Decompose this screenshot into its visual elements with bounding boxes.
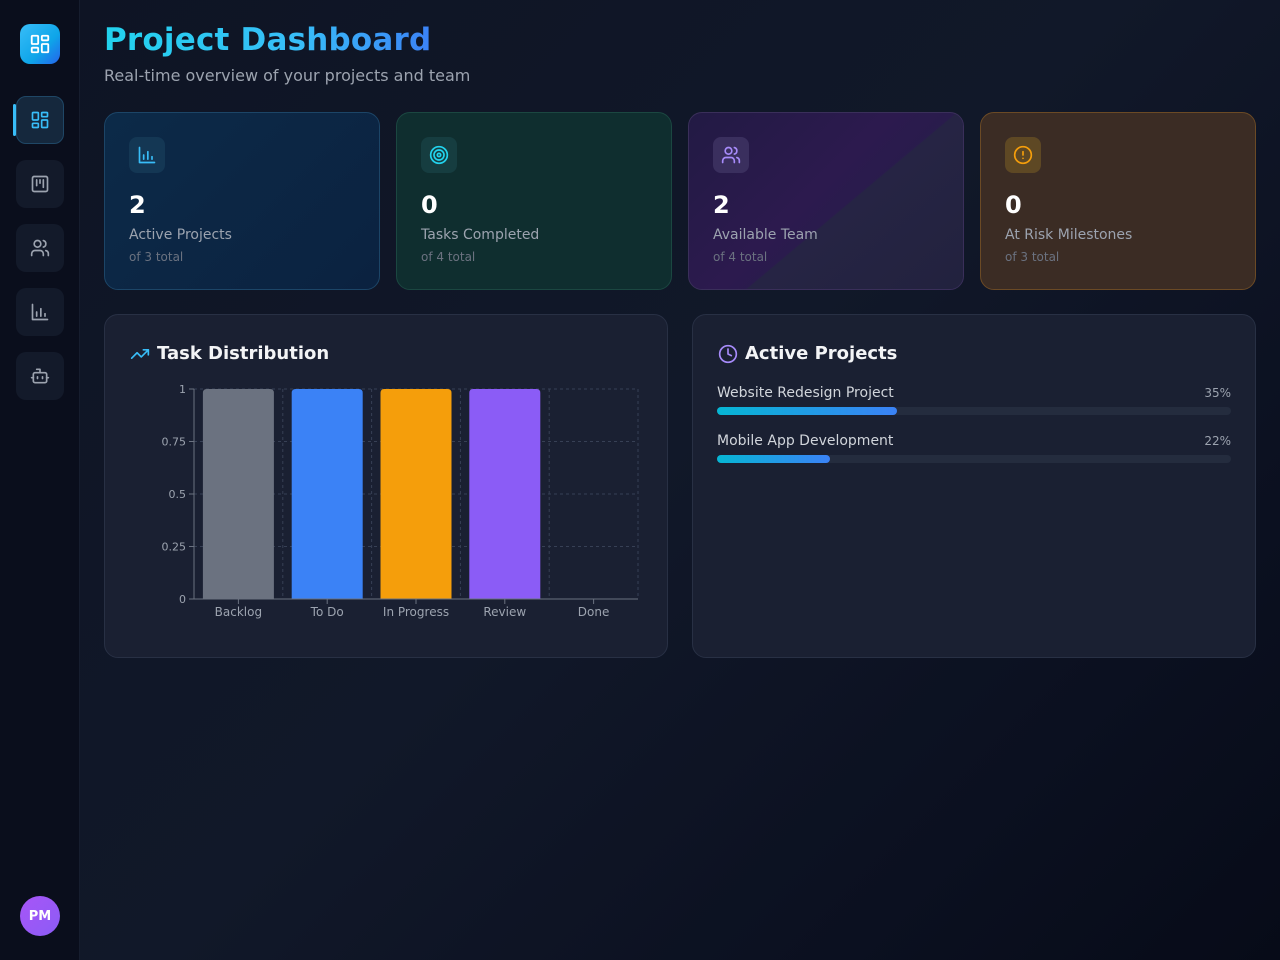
x-tick-label: To Do <box>310 605 344 619</box>
project-name: Mobile App Development <box>717 433 894 449</box>
user-avatar[interactable]: PM <box>20 896 60 936</box>
x-tick-label: Backlog <box>215 605 262 619</box>
panel-title: Task Distribution <box>157 343 330 364</box>
stat-label: Available Team <box>713 227 818 243</box>
stat-value: 2 <box>129 191 146 219</box>
page-subtitle: Real-time overview of your projects and … <box>104 66 471 85</box>
stat-subtext: of 4 total <box>421 250 476 264</box>
bar-in-progress <box>380 389 452 599</box>
stat-label: Active Projects <box>129 227 232 243</box>
project-row[interactable]: Website Redesign Project 35% <box>717 385 1231 425</box>
task-distribution-chart: 0 0.25 0.5 0.75 1 Backlog To Do In Progress Revi… <box>162 383 639 619</box>
progress-track <box>717 407 1231 415</box>
alert-circle-icon <box>1013 145 1033 165</box>
nav-assistant-button[interactable] <box>16 352 64 400</box>
clock-icon <box>718 344 738 364</box>
nav-kanban-button[interactable] <box>16 160 64 208</box>
nav-dashboard-button[interactable] <box>16 96 64 144</box>
bar-backlog <box>202 389 274 599</box>
stat-icon-box <box>1005 137 1041 173</box>
trending-up-icon <box>130 349 150 359</box>
x-tick-label: Review <box>483 605 526 619</box>
target-icon <box>429 145 449 165</box>
layout-grid-icon <box>31 111 49 129</box>
y-tick-label: 0.75 <box>162 436 187 449</box>
stat-card-at-risk-milestones[interactable]: 0 At Risk Milestones of 3 total <box>980 112 1256 290</box>
y-tick-label: 0.25 <box>162 541 187 554</box>
page-title: Project Dashboard <box>104 22 432 58</box>
project-progress-percent: 35% <box>1204 386 1231 400</box>
stat-label: Tasks Completed <box>421 227 540 243</box>
panel-icon <box>717 343 739 365</box>
panel-title: Active Projects <box>745 343 898 364</box>
nav-analytics-button[interactable] <box>16 288 64 336</box>
progress-fill <box>717 407 897 415</box>
bar-chart-icon <box>31 303 49 321</box>
app-logo[interactable] <box>20 24 60 64</box>
bar-review <box>469 389 541 599</box>
progress-track <box>717 455 1231 463</box>
task-distribution-panel: Task Distribution 0 0.25 0.5 0.75 1 Backlog To… <box>104 314 668 658</box>
kanban-board-icon <box>31 175 49 193</box>
progress-fill <box>717 455 831 463</box>
project-name: Website Redesign Project <box>717 385 894 401</box>
stat-card-available-team[interactable]: 2 Available Team of 4 total <box>688 112 964 290</box>
sidebar: PM <box>0 0 80 960</box>
stat-card-active-projects[interactable]: 2 Active Projects of 3 total <box>104 112 380 290</box>
stat-icon-box <box>713 137 749 173</box>
stat-icon-box <box>421 137 457 173</box>
active-projects-panel: Active Projects Website Redesign Project… <box>692 314 1256 658</box>
y-tick-label: 0 <box>179 593 186 606</box>
stat-subtext: of 3 total <box>129 250 184 264</box>
panel-icon <box>129 343 151 365</box>
y-tick-label: 0.5 <box>169 488 187 501</box>
stat-label: At Risk Milestones <box>1005 227 1133 243</box>
dashboard-grid-icon <box>30 34 50 54</box>
stat-value: 2 <box>713 191 730 219</box>
stat-card-tasks-completed[interactable]: 0 Tasks Completed of 4 total <box>396 112 672 290</box>
bot-icon <box>30 368 50 384</box>
bar-to-do <box>291 389 363 599</box>
active-nav-indicator <box>13 104 16 136</box>
bar-chart-icon <box>138 146 156 164</box>
x-tick-label: In Progress <box>383 605 449 619</box>
x-tick-label: Done <box>578 605 610 619</box>
users-icon <box>721 146 741 164</box>
stat-subtext: of 4 total <box>713 250 768 264</box>
project-progress-percent: 22% <box>1204 434 1231 448</box>
stat-value: 0 <box>1005 191 1022 219</box>
stat-icon-box <box>129 137 165 173</box>
project-row[interactable]: Mobile App Development 22% <box>717 433 1231 473</box>
stat-subtext: of 3 total <box>1005 250 1060 264</box>
nav-team-button[interactable] <box>16 224 64 272</box>
stat-value: 0 <box>421 191 438 219</box>
y-tick-label: 1 <box>179 383 186 396</box>
users-icon <box>30 239 50 257</box>
